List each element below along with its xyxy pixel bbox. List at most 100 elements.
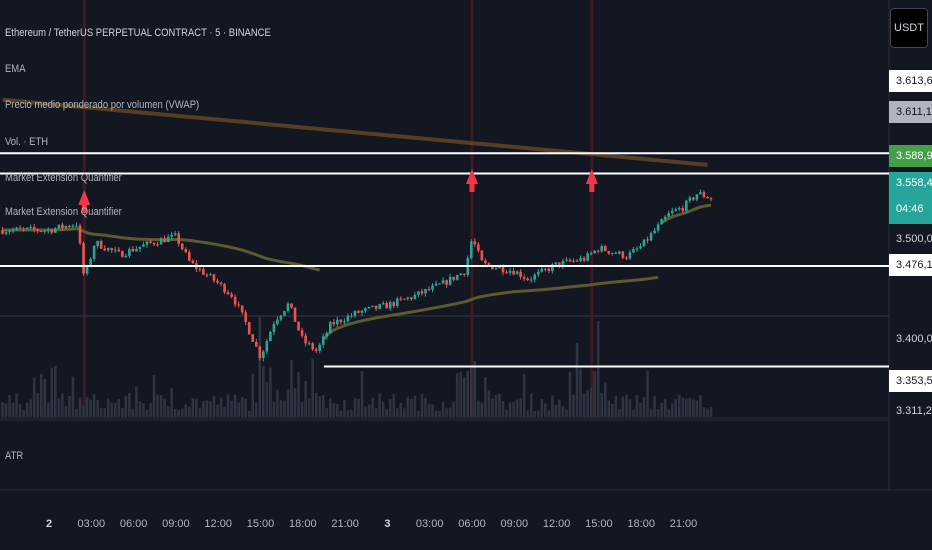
- candle-body: [226, 292, 230, 295]
- volume-bar: [487, 390, 491, 417]
- candle-body: [219, 282, 223, 284]
- volume-bar: [596, 321, 600, 417]
- volume-bar: [367, 404, 371, 417]
- candle-body: [297, 321, 300, 331]
- candle-body: [78, 225, 82, 244]
- candle-body: [304, 335, 307, 344]
- candle-body: [512, 270, 515, 275]
- candle-body: [515, 271, 519, 275]
- volume-bar: [649, 408, 653, 417]
- candle-body: [117, 249, 121, 252]
- volume-bar: [128, 393, 131, 417]
- legend-market-extension-2[interactable]: Market Extension Quantifier: [5, 206, 122, 218]
- volume-bar: [339, 410, 343, 417]
- legend-atr[interactable]: ATR: [5, 450, 24, 462]
- candle-body: [505, 272, 508, 274]
- candle-body: [681, 208, 685, 211]
- candle-body: [276, 319, 279, 325]
- candle-body: [579, 258, 582, 262]
- volume-bar: [438, 410, 441, 417]
- volume-bar: [32, 377, 36, 417]
- candle-body: [286, 303, 290, 312]
- volume-bar: [187, 406, 191, 417]
- volume-bar: [455, 373, 459, 417]
- candle-body: [135, 248, 138, 252]
- volume-bar: [314, 392, 318, 417]
- candle-body: [410, 297, 413, 299]
- candle-body: [279, 315, 283, 320]
- candle-body: [198, 268, 202, 270]
- candle-body: [110, 248, 114, 251]
- volume-bar: [325, 408, 329, 417]
- candle-body: [156, 244, 159, 246]
- volume-bar: [635, 395, 639, 417]
- candle-body: [124, 255, 128, 258]
- volume-bar: [117, 399, 121, 417]
- volume-bar: [36, 393, 40, 417]
- candle-body: [706, 196, 709, 199]
- candle-body: [272, 324, 276, 333]
- candle-body: [427, 289, 431, 291]
- axis-label-3400: 3.400,00: [896, 333, 932, 345]
- volume-bar: [237, 402, 240, 417]
- volume-bar: [240, 397, 244, 417]
- volume-bar: [85, 397, 89, 417]
- horizontal-levels[interactable]: [0, 152, 889, 368]
- candle-body: [131, 249, 135, 252]
- badge-countdown: 04:46: [889, 194, 932, 224]
- volume-bar: [646, 370, 649, 417]
- candle-body: [540, 268, 544, 272]
- candle-body: [163, 238, 166, 243]
- volume-bar: [674, 399, 678, 417]
- volume-bar: [304, 381, 307, 417]
- candle-body: [403, 298, 406, 300]
- candle-body: [596, 250, 600, 252]
- candle-body: [667, 213, 670, 217]
- candle-body: [568, 259, 572, 262]
- volume-bar: [328, 398, 332, 417]
- candle-body: [484, 260, 487, 264]
- candle-body: [46, 229, 50, 231]
- volume-bar: [223, 406, 226, 417]
- candle-body: [424, 289, 427, 294]
- legend-market-extension-1[interactable]: Market Extension Quantifier: [5, 172, 122, 184]
- legend-vwap[interactable]: Precio medio ponderado por volumen (VWAP…: [5, 99, 200, 111]
- candle-body: [216, 280, 219, 283]
- currency-button[interactable]: USDT: [890, 8, 928, 48]
- volume-bar: [417, 410, 420, 417]
- volume-bar: [195, 398, 198, 417]
- volume-bar: [184, 404, 188, 417]
- candle-body: [473, 241, 477, 245]
- candle-body: [205, 274, 209, 276]
- candle-body: [138, 246, 142, 249]
- volume-bar: [410, 398, 413, 417]
- volume-bar: [145, 409, 149, 417]
- volume-bar: [216, 404, 219, 417]
- legend-ema[interactable]: EMA: [5, 63, 26, 75]
- candle-body: [635, 248, 639, 250]
- volume-bar: [318, 396, 322, 417]
- candle-body: [547, 268, 551, 271]
- volume-bar: [219, 397, 223, 417]
- candle-body: [586, 253, 589, 261]
- volume-bar: [462, 377, 466, 417]
- volume-bar: [149, 403, 152, 417]
- candle-body: [290, 303, 293, 308]
- candle-body: [593, 250, 596, 254]
- candle-body: [544, 268, 547, 270]
- volume-bar: [558, 399, 561, 417]
- volume-bar: [68, 395, 71, 417]
- candle-body: [85, 266, 89, 274]
- volume-bar: [205, 400, 209, 417]
- legend-volume[interactable]: Vol. · ETH: [5, 136, 49, 148]
- candle-body: [61, 224, 64, 229]
- volume-bar: [173, 408, 177, 417]
- candle-body: [311, 343, 314, 350]
- volume-bar: [653, 395, 656, 417]
- candle-body: [445, 280, 448, 285]
- candle-body: [685, 200, 688, 211]
- candle-body: [709, 198, 713, 200]
- candle-body: [614, 252, 618, 254]
- candle-body: [209, 274, 212, 276]
